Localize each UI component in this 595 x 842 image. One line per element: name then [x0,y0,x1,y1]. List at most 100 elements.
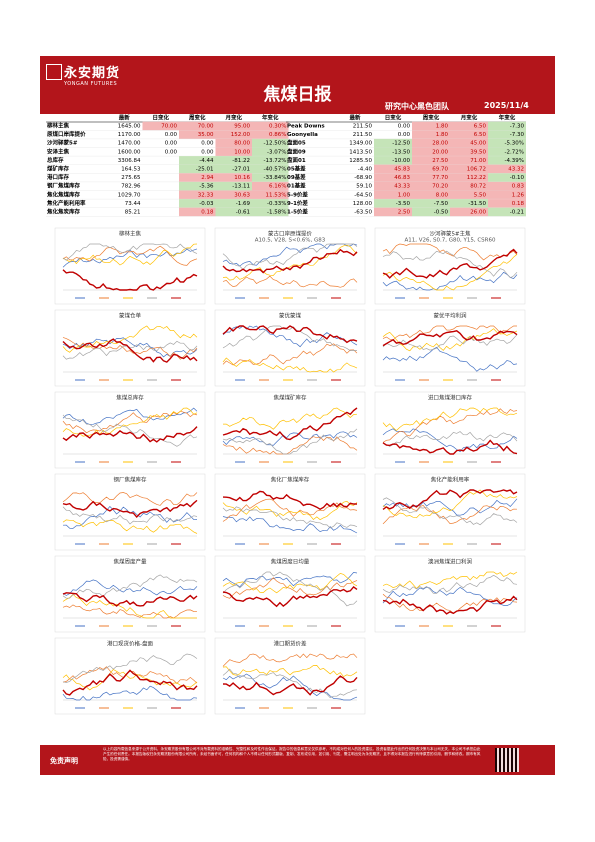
decorative-line [223,407,358,430]
row-label: 柳林主焦 [47,122,70,130]
cell-bg [488,147,526,157]
cell: 26.00 [470,210,486,216]
chart-frame [54,227,206,305]
cell: -13.50 [392,149,410,155]
column-header: 年变化 [499,114,516,122]
cell: 35.00 [198,132,214,138]
cell: 2.50 [398,210,411,216]
cell-bg [252,190,289,200]
decorative-line [62,506,198,525]
cell: 782.96 [121,184,141,190]
cell: -63.50 [354,210,372,216]
row-label: 焦化焦煤库存 [46,190,81,198]
decorative-line [62,338,198,363]
chart-title: 焦化产能利用率 [431,476,470,484]
chart-title: 焦化厂焦煤库存 [271,476,310,484]
cell: -5.36 [199,184,214,190]
cell: 164.53 [121,167,141,173]
row-label: 01基差 [287,182,306,190]
cell-bg [412,130,450,139]
column-header: 月变化 [460,114,478,122]
team: 研究中心黑色团队 [385,102,449,111]
cell-bg [450,173,488,182]
cell: 80.00 [234,141,250,147]
cell: 70.00 [161,124,177,130]
decorative-line [62,669,198,696]
cell: -3.50 [396,201,411,207]
cell: 28.00 [432,141,448,147]
cell-bg [488,138,526,148]
decorative-line [222,343,358,366]
decorative-line [222,665,358,678]
cell-bg [179,181,216,191]
cell: -68.90 [354,175,372,181]
cell-bg [215,181,252,191]
cell-bg [252,156,289,165]
cell: -40.57% [264,167,287,173]
cell: 0.18 [512,201,525,207]
cell-bg [374,181,412,191]
chart-frame [374,391,526,469]
cell: 0.00 [165,132,178,138]
cell: 43.33 [394,184,410,190]
cell: -64.50 [354,192,372,198]
cell-bg [374,207,412,217]
cell-bg [252,121,289,131]
column-header: 日变化 [385,114,402,122]
cell-bg [374,147,412,157]
cell: 10.16 [234,175,250,181]
cell-bg [412,173,450,182]
cell-bg [374,164,412,174]
decorative-line [62,685,198,701]
cell-bg [215,156,252,165]
cell: 32.33 [198,192,214,198]
cell-bg [179,207,216,217]
row-label: 沙河驿蒙5# [47,139,78,147]
cell: -0.21 [510,210,524,216]
chart-frame [54,473,206,551]
decorative-line [382,328,518,352]
cell-bg [215,207,252,217]
cell-bg [252,164,289,174]
decorative-line [222,572,358,588]
row-label: Goonyella [287,132,318,138]
chart-frame [214,637,366,715]
row-label: 钢厂焦煤库存 [47,182,81,190]
cell-bg [252,173,289,182]
cell-bg [450,121,488,131]
cell: 85.21 [125,210,141,216]
cell: -4.39% [505,158,524,164]
cell-bg [450,138,488,148]
cell-bg [252,147,289,157]
decorative-line [222,653,358,667]
column-header: 周变化 [423,114,440,122]
cell-bg [450,130,488,139]
cell-bg [215,164,252,174]
decorative-line [222,668,358,699]
decorative-line [62,574,198,599]
cell: -0.61 [236,210,250,216]
chart-title: 进口焦煤港口库存 [428,394,473,402]
cell: 71.00 [470,158,486,164]
cell: 0.00 [165,149,178,155]
cell: 0.00 [398,124,411,130]
date: 2025/11/4 [484,101,529,110]
cell-bg [374,199,412,208]
cell-bg [179,156,216,165]
row-label: 港口库存 [47,173,70,181]
chart-frame [214,309,366,387]
decorative-line [382,330,518,347]
decorative-line [62,325,198,353]
cell: 106.72 [467,167,486,173]
decorative-line [382,408,518,443]
cell: -7.30 [510,132,525,138]
column-header: 最新 [119,114,131,122]
column-header: 日变化 [152,114,169,122]
cell: 211.50 [353,132,373,138]
cell-bg [179,164,216,174]
cell: -13.72% [264,158,287,164]
row-label: 盘面09 [287,147,306,155]
cell: 0.30% [269,124,286,130]
decorative-line [62,579,198,596]
decorative-line [62,592,198,607]
